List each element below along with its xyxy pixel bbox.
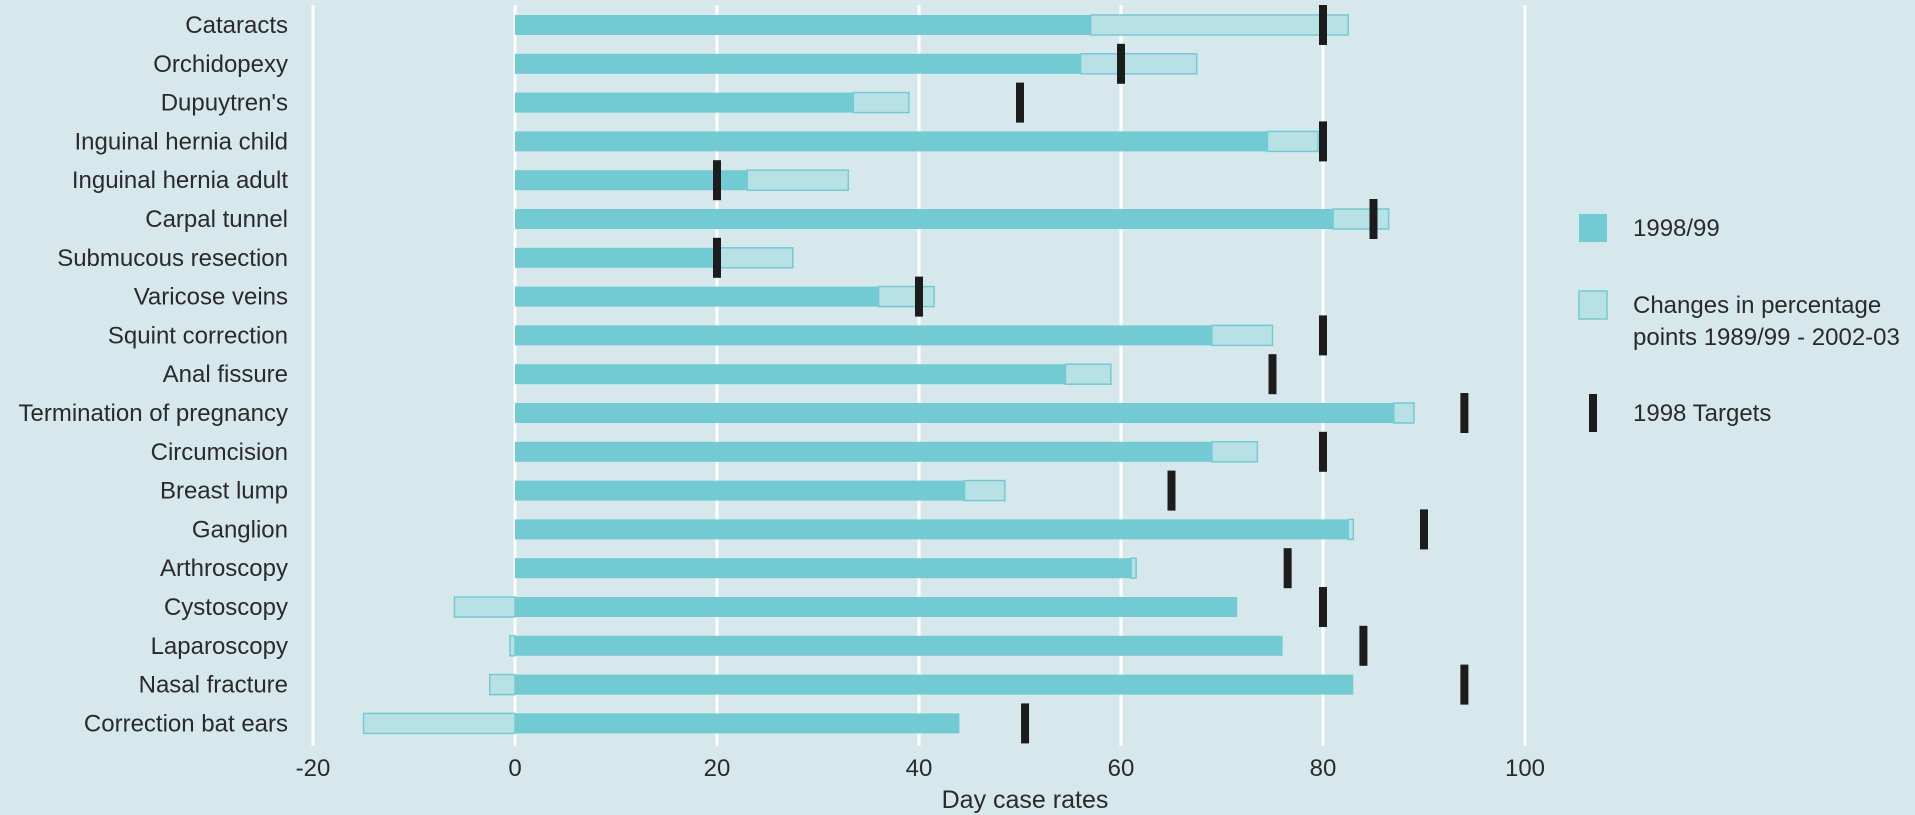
target-marker <box>1369 199 1378 239</box>
category-label: Inguinal hernia adult <box>72 167 288 194</box>
change-bar <box>1392 402 1415 424</box>
target-marker <box>1283 548 1292 589</box>
change-bar <box>1332 208 1390 230</box>
category-label: Orchidopexy <box>153 51 288 78</box>
change-bar <box>1064 363 1112 385</box>
target-marker <box>1319 587 1327 627</box>
category-label: Ganglion <box>192 516 288 543</box>
change-bar <box>1130 557 1137 579</box>
target-marker <box>1319 315 1327 356</box>
x-tick-label: 80 <box>1310 755 1337 782</box>
base-bar <box>515 247 717 268</box>
x-tick-labels: -20 0 20 40 60 80 100 <box>296 755 1545 782</box>
legend: 1998/99 Changes in percentage points 1989/… <box>1578 214 1900 432</box>
legend-label: 1998 Targets <box>1633 400 1771 427</box>
base-bar <box>515 674 1354 695</box>
target-marker <box>1319 431 1327 472</box>
change-bar <box>362 712 516 735</box>
change-bar <box>509 635 516 657</box>
target-marker <box>1359 625 1368 666</box>
target-marker <box>1460 664 1469 705</box>
legend-label: 1998/99 <box>1633 215 1720 242</box>
target-marker <box>915 276 923 317</box>
category-label: Varicose veins <box>134 284 288 311</box>
category-label: Correction bat ears <box>84 710 288 737</box>
target-markers <box>713 5 1469 744</box>
category-label: Squint correction <box>108 322 288 349</box>
category-label: Circumcision <box>151 439 288 466</box>
category-label: Submucous resection <box>57 245 288 272</box>
legend-label: Changes in percentage <box>1633 292 1881 319</box>
base-bar <box>515 53 1081 74</box>
x-tick-label: 20 <box>704 755 731 782</box>
target-marker <box>1167 470 1176 511</box>
change-bar <box>489 673 516 696</box>
change-bar <box>852 91 910 114</box>
target-marker <box>1319 5 1327 45</box>
target-marker <box>1460 393 1469 433</box>
base-bar <box>515 364 1066 385</box>
category-label: Breast lump <box>160 478 288 505</box>
change-bar <box>1211 441 1259 463</box>
bars <box>362 14 1415 735</box>
category-label: Cataracts <box>185 12 288 39</box>
category-label: Arthroscopy <box>160 555 288 582</box>
change-bar <box>1211 324 1274 347</box>
change-bar <box>1089 14 1349 36</box>
x-tick-label: 60 <box>1108 755 1135 782</box>
category-label: Inguinal hernia child <box>75 128 288 155</box>
legend-label: points 1989/99 - 2002-03 <box>1633 324 1900 351</box>
base-bar <box>515 131 1268 152</box>
x-axis-title: Day case rates <box>942 786 1109 814</box>
base-bar <box>515 713 960 734</box>
category-label: Cystoscopy <box>164 594 288 621</box>
base-bar <box>515 325 1212 346</box>
category-label: Carpal tunnel <box>145 206 288 233</box>
x-tick-label: 40 <box>906 755 933 782</box>
category-label: Termination of pregnancy <box>19 400 288 427</box>
target-marker <box>1021 703 1030 744</box>
x-tick-label: 0 <box>508 755 521 782</box>
category-label: Nasal fracture <box>139 672 288 699</box>
base-bar <box>515 635 1283 656</box>
target-marker <box>1319 121 1327 162</box>
change-bar <box>963 479 1006 502</box>
legend-swatch-change <box>1578 290 1608 320</box>
change-bar <box>453 596 516 618</box>
base-bar <box>515 209 1334 229</box>
target-marker <box>1016 82 1024 123</box>
base-bar <box>515 480 965 501</box>
base-bar <box>515 286 879 307</box>
target-marker <box>713 160 721 201</box>
target-marker <box>1268 354 1277 395</box>
change-bar <box>1079 53 1198 75</box>
change-bar <box>746 169 850 191</box>
change-bar <box>877 285 935 308</box>
x-tick-label: -20 <box>296 755 331 782</box>
change-bar <box>1347 518 1355 541</box>
change-bar <box>1266 130 1319 153</box>
base-bar <box>515 441 1212 462</box>
category-label: Laparoscopy <box>151 633 288 660</box>
base-bar <box>515 558 1132 579</box>
change-bar <box>716 247 794 269</box>
target-marker <box>1420 509 1428 550</box>
legend-swatch-target <box>1589 394 1597 432</box>
base-bar <box>515 403 1394 423</box>
target-marker <box>713 237 721 278</box>
base-bar <box>515 92 854 113</box>
base-bar <box>515 170 748 191</box>
category-labels: Cataracts Orchidopexy Dupuytren's Inguinal … <box>19 12 289 737</box>
legend-swatch-base <box>1579 214 1607 242</box>
base-bar <box>515 519 1349 540</box>
base-bar <box>515 15 1091 35</box>
base-bar <box>515 597 1238 617</box>
target-marker <box>1117 43 1125 84</box>
category-label: Dupuytren's <box>161 90 288 117</box>
x-tick-label: 100 <box>1505 755 1545 782</box>
category-label: Anal fissure <box>163 361 288 388</box>
